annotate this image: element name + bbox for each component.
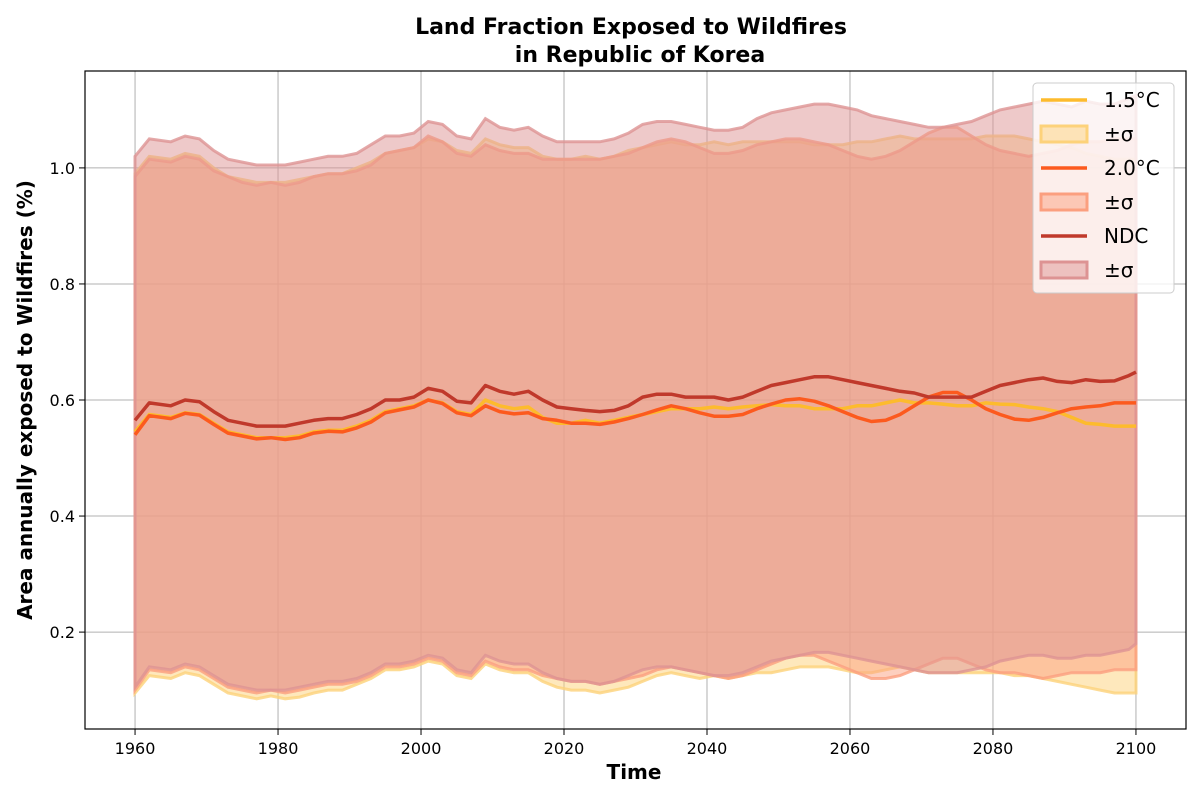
y-axis-label: Area annually exposed to Wildfires (%) — [13, 180, 37, 620]
sigma-band-2 — [133, 93, 1138, 692]
x-tick-label: 1980 — [258, 739, 299, 758]
x-tick-label: 2060 — [830, 739, 871, 758]
legend-band-swatch-0 — [1039, 124, 1089, 144]
x-tick-label: 2000 — [401, 739, 442, 758]
legend-band-label-1: ±σ — [1104, 190, 1134, 214]
x-tick-label: 2020 — [544, 739, 585, 758]
y-tick-label: 0.6 — [50, 391, 75, 410]
legend-band-label-2: ±σ — [1104, 258, 1134, 282]
chart-title-line2: in Republic of Korea — [515, 43, 765, 68]
legend-band-label-0: ±σ — [1104, 122, 1134, 146]
legend-label-1: 2.0°C — [1104, 156, 1160, 180]
chart-title-line1: Land Fraction Exposed to Wildfires — [415, 15, 847, 40]
mean-line-1 — [133, 390, 1136, 442]
legend-band-swatch-2 — [1039, 260, 1089, 280]
y-tick-label: 0.4 — [50, 507, 75, 526]
y-tick-label: 1.0 — [50, 159, 75, 178]
y-tick-label: 0.2 — [50, 623, 75, 642]
band-layer — [133, 93, 1138, 701]
legend-band-swatch-1 — [1039, 192, 1089, 212]
mean-line-2 — [133, 370, 1137, 428]
x-tick-label: 2100 — [1116, 739, 1157, 758]
legend: 1.5°C ±σ 2.0°C ±σ NDC ±σ — [1032, 82, 1175, 294]
line-layer — [133, 370, 1137, 442]
x-tick-label: 2080 — [973, 739, 1014, 758]
legend-label-2: NDC — [1104, 224, 1148, 248]
x-axis-ticks: 1960 1980 2000 2020 2040 2060 2080 2100 — [115, 729, 1157, 758]
x-axis-label: Time — [607, 760, 662, 784]
x-tick-label: 1960 — [115, 739, 156, 758]
y-axis-ticks: 0.2 0.4 0.6 0.8 1.0 — [50, 159, 85, 642]
legend-label-0: 1.5°C — [1104, 88, 1160, 112]
y-tick-label: 0.8 — [50, 275, 75, 294]
x-tick-label: 2040 — [687, 739, 728, 758]
